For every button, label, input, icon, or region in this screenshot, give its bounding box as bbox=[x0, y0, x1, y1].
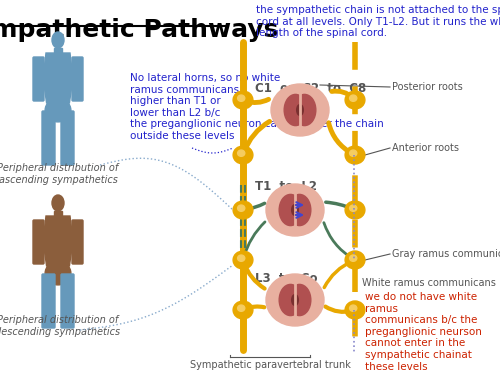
Ellipse shape bbox=[292, 295, 298, 305]
Ellipse shape bbox=[345, 301, 365, 319]
Text: Gray ramus communicans: Gray ramus communicans bbox=[392, 249, 500, 259]
Ellipse shape bbox=[279, 194, 302, 226]
Ellipse shape bbox=[293, 94, 316, 126]
Polygon shape bbox=[43, 53, 73, 103]
FancyBboxPatch shape bbox=[72, 57, 83, 101]
Bar bbox=[54, 211, 62, 216]
Ellipse shape bbox=[266, 274, 324, 326]
Ellipse shape bbox=[288, 194, 311, 226]
FancyBboxPatch shape bbox=[72, 220, 83, 264]
Ellipse shape bbox=[266, 184, 324, 236]
Ellipse shape bbox=[292, 204, 298, 216]
Ellipse shape bbox=[345, 146, 365, 164]
Ellipse shape bbox=[45, 261, 71, 285]
Ellipse shape bbox=[288, 284, 311, 316]
FancyBboxPatch shape bbox=[61, 111, 74, 165]
FancyBboxPatch shape bbox=[42, 111, 55, 165]
Ellipse shape bbox=[233, 251, 253, 269]
Ellipse shape bbox=[233, 201, 253, 219]
Ellipse shape bbox=[345, 201, 365, 219]
Ellipse shape bbox=[296, 104, 304, 116]
Bar bbox=[54, 48, 62, 53]
Text: Anterior roots: Anterior roots bbox=[392, 143, 459, 153]
Ellipse shape bbox=[350, 305, 357, 311]
FancyBboxPatch shape bbox=[61, 274, 74, 328]
Ellipse shape bbox=[238, 150, 245, 156]
Text: we do not have white
ramus
communicans b/c the
preganglionic neurson
cannot ente: we do not have white ramus communicans b… bbox=[365, 292, 482, 372]
Ellipse shape bbox=[45, 98, 71, 122]
Ellipse shape bbox=[238, 205, 245, 211]
Ellipse shape bbox=[238, 255, 245, 261]
Ellipse shape bbox=[233, 146, 253, 164]
Ellipse shape bbox=[238, 95, 245, 101]
Text: L3  to  Co: L3 to Co bbox=[255, 272, 318, 285]
Ellipse shape bbox=[233, 301, 253, 319]
Text: the sympathetic chain is not attached to the spinal
cord at all levels. Only T1-: the sympathetic chain is not attached to… bbox=[256, 5, 500, 38]
Text: T1  to  L2: T1 to L2 bbox=[255, 180, 317, 193]
FancyBboxPatch shape bbox=[33, 57, 44, 101]
Text: Peripheral distribution of
ascending sympathetics: Peripheral distribution of ascending sym… bbox=[0, 163, 118, 185]
Ellipse shape bbox=[350, 150, 357, 156]
Ellipse shape bbox=[271, 84, 329, 136]
Text: C1  or  C2  to  C8: C1 or C2 to C8 bbox=[255, 82, 366, 95]
Text: Sympathetic Pathways: Sympathetic Pathways bbox=[0, 18, 278, 42]
Ellipse shape bbox=[350, 95, 357, 101]
Ellipse shape bbox=[350, 205, 357, 211]
Ellipse shape bbox=[52, 195, 64, 211]
Polygon shape bbox=[43, 216, 73, 266]
Ellipse shape bbox=[345, 251, 365, 269]
Text: Peripheral distribution of
descending sympathetics: Peripheral distribution of descending sy… bbox=[0, 315, 120, 336]
Text: White ramus communicans: White ramus communicans bbox=[362, 278, 496, 288]
Ellipse shape bbox=[350, 255, 357, 261]
FancyBboxPatch shape bbox=[33, 220, 44, 264]
Ellipse shape bbox=[284, 94, 307, 126]
Text: Posterior roots: Posterior roots bbox=[392, 82, 463, 92]
FancyBboxPatch shape bbox=[42, 274, 55, 328]
Text: Sympathetic paravertebral trunk: Sympathetic paravertebral trunk bbox=[190, 360, 350, 370]
Ellipse shape bbox=[345, 91, 365, 109]
Text: No lateral horns, so no white
ramus communicans
higher than T1 or
lower than L2 : No lateral horns, so no white ramus comm… bbox=[130, 73, 384, 141]
Ellipse shape bbox=[238, 305, 245, 311]
Ellipse shape bbox=[233, 91, 253, 109]
Ellipse shape bbox=[279, 284, 302, 316]
Ellipse shape bbox=[52, 32, 64, 48]
